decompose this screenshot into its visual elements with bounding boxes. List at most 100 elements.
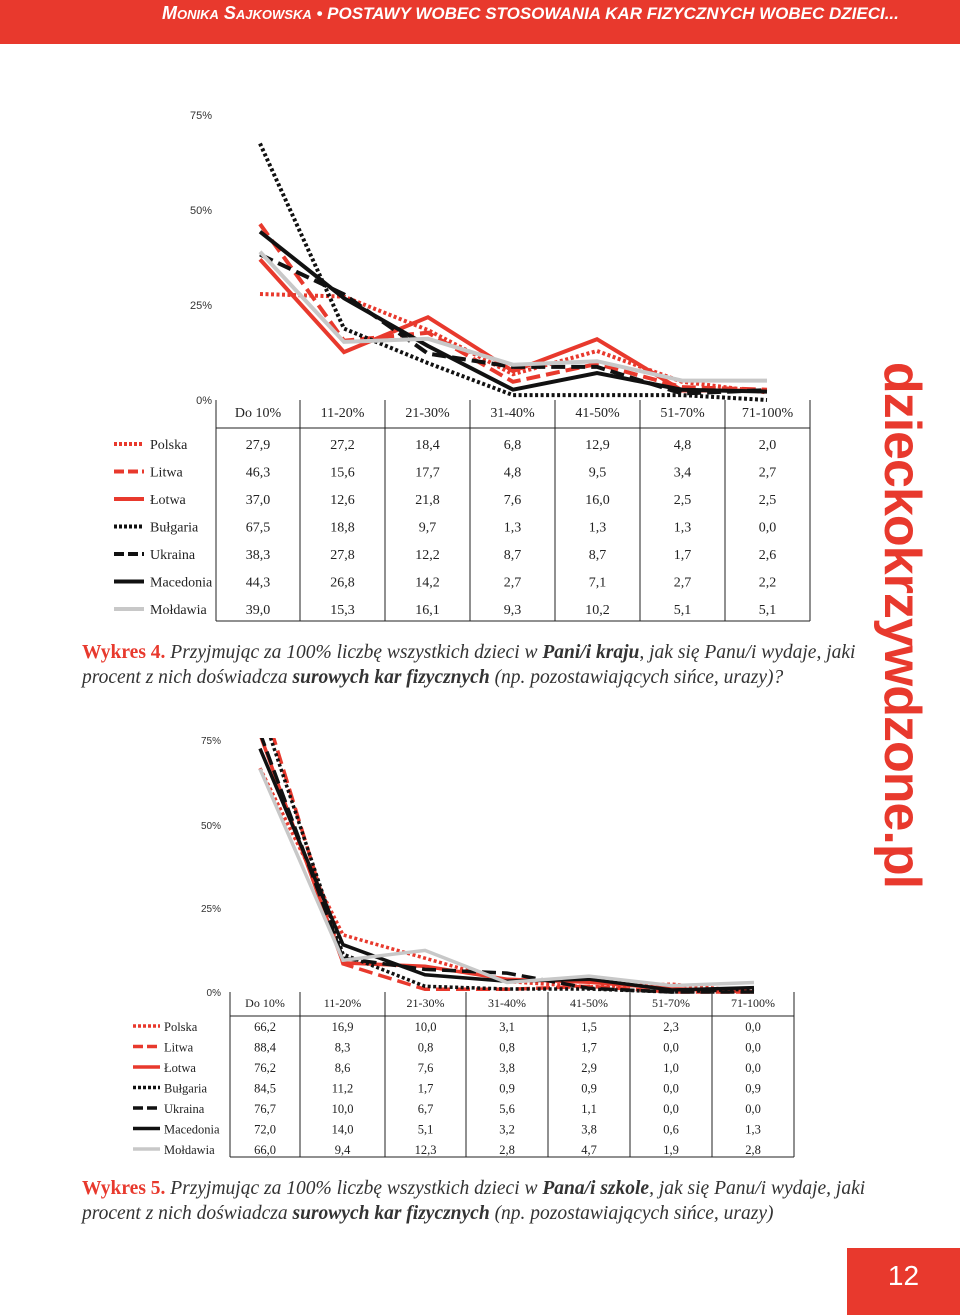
table-cell: 9,5 <box>589 466 607 481</box>
legend-label-macedonia: Macedonia <box>164 1123 220 1137</box>
series-line-lotwa <box>259 738 755 994</box>
table-cell: 12,6 <box>330 493 355 508</box>
y-tick-label: 0% <box>196 395 212 407</box>
table-cell: 26,8 <box>330 576 355 591</box>
data-table: Do 10% 11-20% 21-30% 31-40% 41-50% 51-70% 71-1… <box>114 400 811 622</box>
table-cell: 0,0 <box>745 1061 761 1075</box>
author-name: Monika Sajkowska <box>162 3 312 23</box>
table-cell: 2,5 <box>674 493 692 508</box>
y-tick-label: 25% <box>201 904 221 915</box>
table-cell: 76,2 <box>254 1061 276 1075</box>
series-line-macedonia <box>258 747 755 992</box>
table-cell: 2,3 <box>663 1020 679 1034</box>
legend-label-ukraina: Ukraina <box>150 548 196 563</box>
watermark-text: dzieckokrzywdzone.pl <box>873 361 931 889</box>
table-cell: 0,0 <box>663 1082 679 1096</box>
table-cell: 21,8 <box>415 493 440 508</box>
table-cell: 14,2 <box>415 576 440 591</box>
table-cell: 88,4 <box>254 1041 277 1055</box>
series-line-bulgaria <box>268 738 755 994</box>
table-cell: 84,5 <box>254 1082 276 1096</box>
table-cell: 9,3 <box>504 603 522 618</box>
table-cell: 38,3 <box>246 548 271 563</box>
header-separator: • <box>316 4 323 23</box>
table-cell: 2,9 <box>581 1061 597 1075</box>
table-cell: 1,3 <box>504 521 522 536</box>
table-cell: 15,6 <box>330 466 355 481</box>
table-cell: 4,7 <box>581 1143 597 1157</box>
table-cell: 1,7 <box>418 1082 434 1096</box>
legend-label-litwa: Litwa <box>150 466 183 481</box>
table-cell: 7,1 <box>589 576 607 591</box>
x-category-label: 31-40% <box>490 406 535 421</box>
page-number-box: 12 <box>847 1248 960 1315</box>
x-category-label: 41-50% <box>570 996 608 1010</box>
x-category-label: 71-100% <box>731 996 775 1010</box>
x-category-label: 21-30% <box>405 406 450 421</box>
table-cell: 39,0 <box>246 603 271 618</box>
caption-wykres-4: Wykres 4. Przyjmując za 100% liczbę wszy… <box>82 640 872 690</box>
table-cell: 1,0 <box>663 1061 679 1075</box>
table-cell: 0,0 <box>663 1041 679 1055</box>
table-cell: 1,7 <box>674 548 692 563</box>
table-cell: 6,7 <box>418 1102 434 1116</box>
y-tick-label: 50% <box>201 821 221 832</box>
table-cell: 3,8 <box>499 1061 515 1075</box>
table-cell: 8,6 <box>335 1061 351 1075</box>
table-cell: 37,0 <box>246 493 271 508</box>
page-header: Monika Sajkowska • POSTAWY WOBEC STOSOWA… <box>0 0 960 44</box>
table-cell: 8,7 <box>504 548 522 563</box>
table-cell: 7,6 <box>418 1061 434 1075</box>
table-cell: 1,1 <box>581 1102 597 1116</box>
series-line-macedonia <box>258 230 768 394</box>
legend-label-litwa: Litwa <box>164 1041 194 1055</box>
table-cell: 12,2 <box>415 548 440 563</box>
table-cell: 2,7 <box>504 576 522 591</box>
plot-lines <box>258 142 768 402</box>
table-cell: 17,7 <box>415 466 440 481</box>
table-cell: 27,2 <box>330 438 355 453</box>
legend-label-lotwa: Łotwa <box>164 1061 196 1075</box>
caption-text-2: , jak się Panu/i wydaje, jaki procent z … <box>82 642 856 688</box>
table-cell: 0,9 <box>581 1082 597 1096</box>
legend-label-moldawia: Mołdawia <box>164 1143 215 1157</box>
x-category-label: 31-40% <box>488 996 526 1010</box>
table-cell: 10,0 <box>415 1020 437 1034</box>
table-cell: 18,4 <box>415 438 440 453</box>
y-axis: 0% 25% 50% 75% <box>190 110 212 407</box>
table-cell: 5,6 <box>499 1102 515 1116</box>
x-category-label: 71-100% <box>742 406 794 421</box>
series-line-ukraina <box>259 252 768 396</box>
legend-label-polska: Polska <box>150 438 188 453</box>
table-cell: 2,8 <box>745 1143 761 1157</box>
running-head: Monika Sajkowska • POSTAWY WOBEC STOSOWA… <box>162 3 899 24</box>
caption-bold-2: surowych kar fizycznych <box>292 1203 490 1224</box>
table-cell: 16,9 <box>332 1020 354 1034</box>
caption-bold-2: surowych kar fizycznych <box>292 667 490 688</box>
table-cell: 3,8 <box>581 1123 597 1137</box>
table-cell: 5,1 <box>759 603 777 618</box>
table-cell: 66,0 <box>254 1143 276 1157</box>
y-axis: 0% 25% 50% 75% <box>201 736 221 999</box>
data-table: Do 10% 11-20% 21-30% 31-40% 41-50% 51-70% 71-1… <box>133 992 795 1158</box>
series-line-moldawia <box>258 250 767 383</box>
x-category-label: 21-30% <box>407 996 445 1010</box>
x-category-label: Do 10% <box>245 996 285 1010</box>
table-cell: 1,5 <box>581 1020 597 1034</box>
table-cell: 66,2 <box>254 1020 276 1034</box>
caption-text-1: Przyjmując za 100% liczbę wszystkich dzi… <box>165 642 543 663</box>
y-tick-label: 0% <box>207 988 222 999</box>
caption-wykres-5: Wykres 5. Przyjmując za 100% liczbę wszy… <box>82 1176 872 1226</box>
series-line-polska <box>258 767 755 994</box>
table-cell: 0,0 <box>745 1020 761 1034</box>
table-cell: 15,3 <box>330 603 355 618</box>
table-cell: 27,8 <box>330 548 355 563</box>
y-tick-label: 25% <box>190 300 212 312</box>
table-cell: 0,0 <box>745 1041 761 1055</box>
table-cell: 0,6 <box>663 1123 679 1137</box>
table-cell: 1,7 <box>581 1041 597 1055</box>
caption-label: Wykres 4. <box>82 642 166 663</box>
table-cell: 5,1 <box>418 1123 434 1137</box>
table-cell: 10,2 <box>585 603 610 618</box>
legend-label-lotwa: Łotwa <box>150 493 187 508</box>
